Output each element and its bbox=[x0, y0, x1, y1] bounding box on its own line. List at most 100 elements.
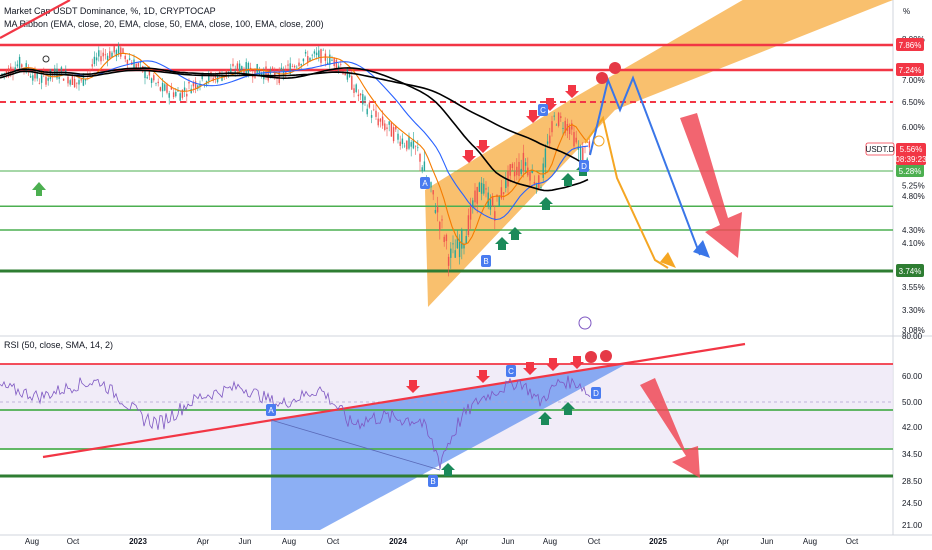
candle-body bbox=[348, 73, 351, 78]
candle-body bbox=[564, 120, 566, 133]
candle-body bbox=[216, 76, 219, 83]
candle-body bbox=[357, 94, 360, 97]
red-trendline-upper bbox=[0, 0, 71, 39]
candle-body bbox=[296, 66, 298, 68]
candle-body bbox=[14, 67, 16, 72]
candle-body bbox=[403, 145, 406, 147]
rsi-blue-support-line bbox=[270, 419, 441, 471]
rsi-axis-tick: 50.00 bbox=[902, 398, 923, 407]
candle-body bbox=[568, 127, 571, 134]
candle-body bbox=[54, 68, 56, 75]
candle-body bbox=[392, 127, 395, 142]
rsi-pane[interactable]: A B C D bbox=[0, 342, 893, 530]
candle-body bbox=[287, 64, 289, 66]
candle-body bbox=[340, 64, 342, 65]
candle-body bbox=[21, 64, 23, 68]
candle-body bbox=[56, 68, 58, 79]
candle-body bbox=[370, 115, 373, 118]
candle-body bbox=[509, 164, 511, 176]
candle-body bbox=[364, 96, 366, 101]
blue-projection-path bbox=[589, 75, 701, 256]
rsi-up-arrow-marker bbox=[561, 402, 575, 415]
candle-body bbox=[390, 122, 393, 137]
devil-face-icon bbox=[609, 62, 621, 74]
time-axis-tick: 2024 bbox=[389, 537, 407, 546]
candle-body bbox=[133, 59, 135, 69]
candle-body bbox=[177, 90, 179, 92]
marker-D-badge bbox=[579, 160, 589, 172]
candle-body bbox=[494, 211, 496, 221]
candle-body bbox=[454, 250, 456, 258]
candle-body bbox=[375, 110, 377, 117]
candle-body bbox=[353, 88, 355, 93]
candle-body bbox=[192, 82, 195, 87]
candle-body bbox=[71, 75, 74, 85]
candle-body bbox=[16, 64, 19, 67]
candle-body bbox=[320, 49, 322, 63]
candle-body bbox=[571, 123, 573, 130]
candle-body bbox=[412, 139, 415, 149]
time-axis-tick: Oct bbox=[588, 537, 601, 546]
candle-body bbox=[329, 54, 331, 65]
candle-body bbox=[78, 80, 80, 85]
down-arrow-marker bbox=[565, 85, 579, 98]
candle-body bbox=[480, 182, 483, 194]
price-pane[interactable]: A B C D bbox=[0, 0, 893, 330]
candle-body bbox=[10, 66, 12, 75]
candle-body bbox=[80, 79, 82, 81]
candle-body bbox=[40, 75, 43, 83]
rsi-down-arrow-marker bbox=[570, 356, 584, 369]
down-arrow-marker bbox=[543, 98, 557, 111]
candle-body bbox=[183, 87, 186, 92]
down-arrow-marker bbox=[462, 150, 476, 163]
candle-body bbox=[164, 84, 166, 91]
candle-body bbox=[157, 81, 159, 84]
lightning-icon bbox=[578, 316, 592, 330]
candle-body bbox=[234, 71, 236, 73]
candle-body bbox=[408, 136, 410, 149]
candle-body bbox=[553, 115, 555, 117]
candle-body bbox=[335, 59, 338, 70]
rsi-red-trendline bbox=[42, 342, 746, 459]
candle-body bbox=[208, 73, 210, 81]
candle-body bbox=[230, 68, 232, 73]
candle-body bbox=[476, 186, 478, 204]
candle-body bbox=[513, 171, 516, 177]
marker-A-label: A bbox=[422, 179, 428, 188]
candle-body bbox=[522, 152, 525, 172]
time-axis-tick: Oct bbox=[846, 537, 859, 546]
rsi-down-arrow-marker bbox=[476, 370, 490, 383]
candle-body bbox=[95, 57, 98, 61]
devil-face-icon bbox=[600, 350, 612, 362]
candle-body bbox=[18, 56, 21, 69]
candle-body bbox=[505, 178, 507, 189]
candle-body bbox=[546, 141, 549, 144]
candle-body bbox=[304, 51, 307, 54]
candle-body bbox=[260, 72, 263, 76]
candle-body bbox=[377, 118, 379, 126]
rsi-line bbox=[0, 375, 591, 470]
candle-body bbox=[199, 83, 201, 87]
candle-body bbox=[502, 192, 505, 194]
candle-body bbox=[313, 51, 316, 54]
candle-body bbox=[549, 135, 551, 144]
candle-body bbox=[115, 49, 118, 57]
candle-body bbox=[344, 73, 346, 76]
candle-body bbox=[60, 67, 63, 71]
candle-body bbox=[227, 71, 230, 74]
candle-body bbox=[524, 162, 527, 166]
candle-body bbox=[113, 46, 115, 53]
candle-body bbox=[137, 63, 140, 67]
candle-body bbox=[291, 66, 294, 67]
candle-body bbox=[474, 190, 476, 203]
rsi-down-arrow-marker bbox=[523, 362, 537, 375]
rsi-up-arrow-marker bbox=[538, 412, 552, 425]
candle-body bbox=[450, 248, 452, 258]
candle-body bbox=[395, 125, 397, 130]
candle-body bbox=[102, 52, 104, 57]
candle-body bbox=[368, 102, 371, 108]
marker-C-label: C bbox=[540, 106, 546, 115]
candle-body bbox=[82, 73, 85, 86]
candle-body bbox=[452, 243, 454, 245]
